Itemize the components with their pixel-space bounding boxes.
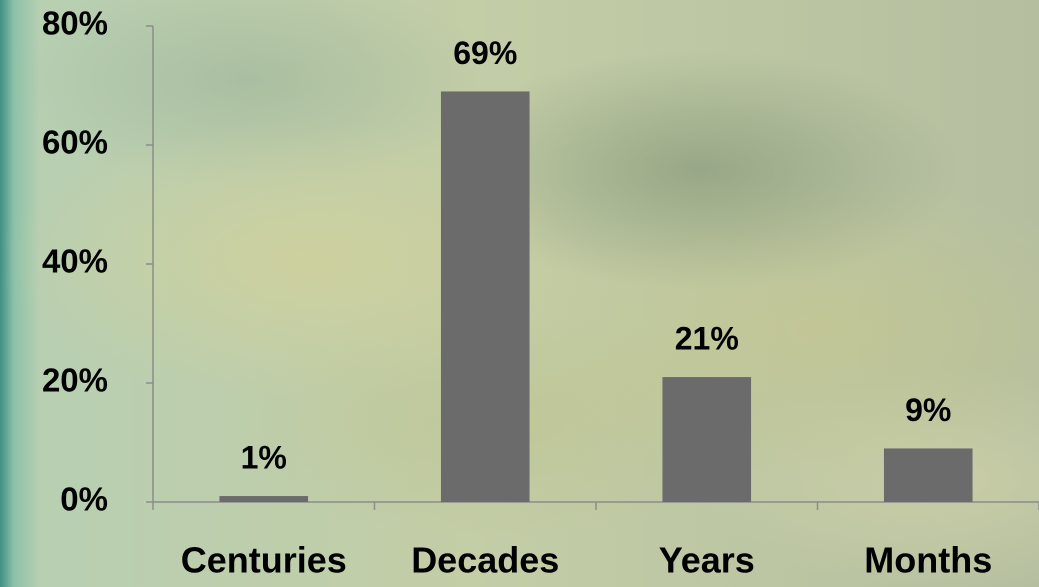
bar (883, 448, 973, 502)
x-tick-label: Decades (411, 540, 559, 581)
y-tick-label: 40% (42, 243, 108, 280)
data-label: 21% (675, 321, 739, 357)
data-label: 1% (241, 440, 287, 476)
y-tick-label: 60% (42, 124, 108, 161)
x-tick-label: Years (659, 540, 755, 581)
bar (440, 91, 530, 502)
y-tick-label: 0% (60, 481, 108, 518)
bar (219, 496, 309, 502)
bar (662, 377, 752, 502)
data-label: 9% (905, 392, 951, 428)
y-tick-label: 20% (42, 362, 108, 399)
data-label: 69% (453, 35, 517, 71)
y-tick-label: 80% (42, 5, 108, 42)
x-tick-label: Centuries (181, 540, 347, 581)
x-tick-label: Months (864, 540, 992, 581)
